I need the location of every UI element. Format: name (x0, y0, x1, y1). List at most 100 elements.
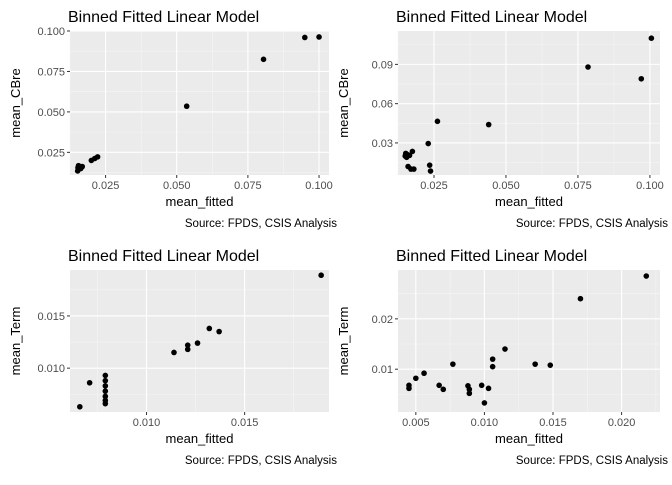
y-axis-title: mean_CBre (8, 68, 23, 137)
chart-caption: Source: FPDS, CSIS Analysis (516, 218, 668, 230)
x-tick-label: 0.010 (471, 417, 499, 429)
data-point (316, 34, 322, 40)
data-point (411, 166, 417, 172)
data-point (102, 400, 109, 407)
data-point (547, 362, 554, 368)
data-point (485, 121, 492, 128)
data-point (216, 328, 222, 335)
data-point (184, 342, 191, 348)
data-point (481, 400, 488, 406)
y-tick-label: 0.06 (372, 99, 393, 111)
x-axis-title: mean_fitted (495, 431, 563, 446)
data-point (434, 118, 441, 125)
data-point (436, 382, 442, 389)
plot-background (398, 270, 660, 412)
data-point (77, 403, 83, 410)
data-point (425, 140, 432, 147)
data-point (585, 64, 591, 70)
plot-background (70, 31, 329, 175)
chart-title: Binned Fitted Linear Model (68, 248, 259, 265)
data-point (489, 356, 496, 362)
chart-panel-3: 0.010 0.015 0.010 0.015 Binned Fitted Linear… (8, 248, 337, 467)
data-point (206, 325, 213, 332)
x-tick-label: 0.015 (539, 417, 567, 429)
data-point (421, 370, 427, 377)
x-tick-label: 0.025 (420, 180, 448, 192)
data-point (648, 35, 655, 41)
data-point (502, 346, 508, 352)
chart-panel-1: 0.025 0.050 0.075 0.100 0.025 0.050 0.075 0.100… (8, 9, 337, 230)
chart-title: Binned Fitted Linear Model (68, 9, 259, 26)
data-point (171, 349, 177, 356)
data-point (466, 390, 473, 397)
x-tick-label: 0.050 (492, 180, 520, 192)
data-point (485, 385, 492, 392)
plot-background (398, 31, 660, 175)
data-point (532, 361, 538, 367)
data-point (409, 148, 416, 155)
data-point (194, 340, 201, 346)
x-tick-label: 0.075 (234, 180, 262, 192)
data-point (413, 375, 419, 382)
x-tick-label: 0.075 (564, 180, 592, 192)
data-point (86, 379, 93, 386)
y-tick-label: 0.02 (372, 314, 393, 326)
x-axis-title: mean_fitted (166, 431, 234, 446)
x-tick-label: 0.100 (636, 180, 664, 192)
data-point (184, 346, 191, 353)
chart-caption: Source: FPDS, CSIS Analysis (185, 455, 337, 467)
x-tick-label: 0.005 (402, 417, 430, 429)
data-point (102, 383, 109, 389)
data-point (427, 168, 434, 174)
chart-title: Binned Fitted Linear Model (396, 248, 587, 265)
data-point (643, 273, 650, 279)
x-axis-title: mean_fitted (495, 194, 563, 209)
data-point (302, 34, 308, 41)
chart-panel-4: 0.005 0.010 0.015 0.020 0.01 0.02 Binned Fitte… (336, 248, 668, 467)
data-point (440, 386, 447, 393)
y-tick-label: 0.100 (37, 26, 65, 38)
x-axis-title: mean_fitted (166, 194, 234, 209)
x-tick-label: 0.025 (92, 180, 120, 192)
y-tick-label: 0.050 (37, 107, 65, 119)
x-tick-label: 0.015 (231, 417, 259, 429)
data-point (260, 56, 267, 63)
data-point (102, 377, 109, 384)
y-axis-title: mean_CBre (336, 68, 351, 137)
data-point (79, 163, 86, 170)
y-axis-title: mean_Term (8, 307, 23, 376)
data-point (102, 388, 109, 394)
chart-panel-2: 0.025 0.050 0.075 0.100 0.03 0.06 0.09 Binned F… (336, 9, 668, 230)
data-point (478, 382, 485, 389)
data-point (183, 103, 190, 110)
chart-caption: Source: FPDS, CSIS Analysis (516, 455, 668, 467)
x-tick-label: 0.020 (608, 417, 636, 429)
y-tick-label: 0.075 (37, 66, 65, 78)
y-tick-label: 0.025 (37, 147, 65, 159)
y-tick-label: 0.01 (372, 364, 393, 376)
y-tick-label: 0.015 (37, 311, 65, 323)
y-tick-label: 0.010 (37, 363, 65, 375)
data-point (489, 363, 496, 370)
data-point (577, 295, 584, 302)
data-point (638, 75, 645, 82)
y-axis-title: mean_Term (336, 307, 351, 376)
x-tick-label: 0.010 (133, 417, 161, 429)
data-point (426, 162, 433, 168)
data-point (406, 152, 413, 159)
chart-title: Binned Fitted Linear Model (396, 9, 587, 26)
data-point (102, 372, 109, 379)
chart-caption: Source: FPDS, CSIS Analysis (185, 218, 337, 230)
plot-background (70, 270, 329, 412)
data-point (466, 386, 473, 393)
x-tick-label: 0.100 (305, 180, 333, 192)
data-point (102, 393, 109, 400)
data-point (406, 382, 412, 389)
y-tick-label: 0.09 (372, 59, 393, 71)
data-point (94, 154, 101, 160)
data-point (450, 361, 456, 367)
data-point (318, 272, 324, 279)
x-tick-label: 0.050 (163, 180, 191, 192)
